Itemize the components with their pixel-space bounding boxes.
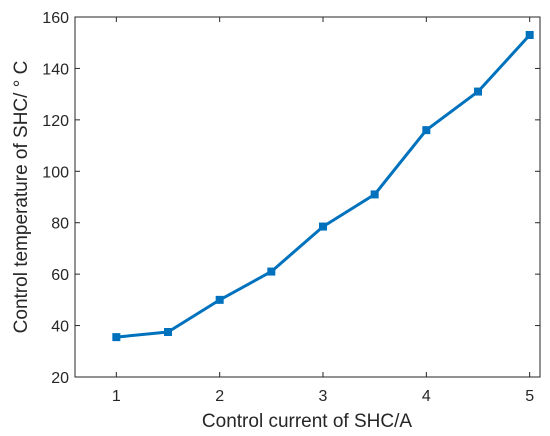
x-tick-label: 5	[525, 388, 534, 405]
series-group	[112, 31, 534, 342]
data-point-marker	[267, 267, 276, 276]
data-point-marker	[112, 333, 121, 342]
data-point-marker	[525, 31, 534, 39]
y-tick-label: 140	[42, 61, 69, 78]
x-tick-label: 1	[112, 388, 121, 405]
data-point-marker	[422, 126, 431, 135]
x-tick-label: 4	[422, 388, 431, 405]
y-tick-label: 120	[42, 113, 69, 130]
data-point-marker	[319, 222, 327, 231]
data-point-marker	[474, 87, 482, 96]
y-tick-label: 160	[42, 10, 69, 27]
y-tick-label: 100	[42, 164, 69, 181]
plot-area	[74, 16, 541, 378]
y-axis-ticks: 20 40 60 80 100 120 140 160	[42, 10, 540, 387]
x-tick-label: 2	[215, 388, 224, 405]
x-tick-label: 3	[319, 388, 328, 405]
y-tick-label: 80	[51, 216, 69, 233]
y-axis-label: Control temperature of SHC/ ° C	[11, 61, 32, 334]
y-tick-label: 40	[51, 319, 69, 336]
y-tick-label: 60	[51, 267, 69, 284]
x-axis-ticks: 1 2 3 4 5	[112, 17, 534, 405]
data-point-marker	[215, 295, 224, 304]
data-point-marker	[370, 190, 379, 199]
x-axis-label: Control current of SHC/A	[202, 411, 412, 432]
y-tick-label: 20	[51, 370, 69, 387]
data-point-marker	[164, 328, 172, 336]
